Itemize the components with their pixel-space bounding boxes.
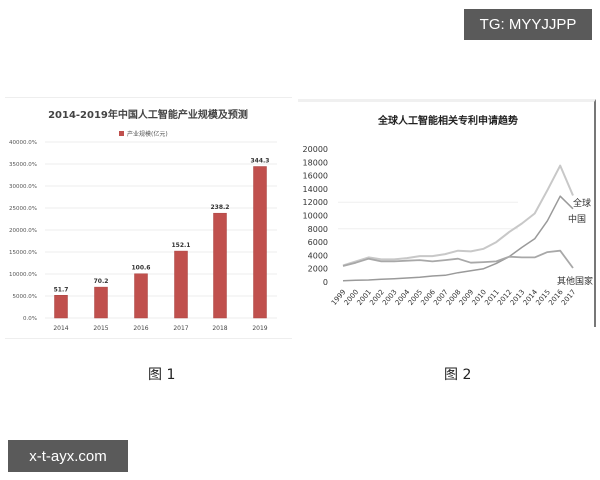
- x-tick-label: 2018: [212, 325, 227, 332]
- bar-2019: [253, 166, 267, 319]
- bar-2015: [94, 286, 108, 319]
- x-tick-label: 2016: [133, 325, 148, 332]
- y-tick-label: 20000.0%: [9, 228, 37, 234]
- y-tick-label: 8000: [308, 225, 328, 234]
- line-chart-ai-patent-trend: 全球人工智能相关专利申请趋势 0 2000 4000 6000 8000 10000 1200…: [298, 99, 596, 327]
- y-tick-label: 25000.0%: [9, 206, 37, 212]
- legend-swatch: [119, 131, 124, 136]
- x-tick-label: 2017: [173, 325, 188, 332]
- bar-2014: [54, 295, 68, 319]
- line-series-2: [342, 249, 574, 269]
- bar-value-label: 100.6: [132, 265, 151, 272]
- y-tick-label: 6000: [308, 238, 328, 247]
- y-tick-label: 18000: [303, 158, 328, 167]
- y-tick-label: 30000.0%: [9, 184, 37, 190]
- y-tick-label: 5000.0%: [13, 294, 37, 300]
- bar-value-label: 70.2: [94, 278, 109, 285]
- bar-2016: [134, 273, 148, 319]
- x-tick-label: 2014: [53, 325, 68, 332]
- x-tick-label: 2015: [93, 325, 108, 332]
- y-tick-label: 0: [323, 278, 328, 287]
- chart-legend: 产业规模(亿元): [119, 130, 168, 138]
- y-tick-label: 10000.0%: [9, 272, 37, 278]
- y-tick-label: 12000: [303, 198, 328, 207]
- y-tick-label: 10000: [303, 212, 328, 221]
- x-tick-label: 2017: [560, 288, 578, 307]
- series-label-other: 其他国家: [557, 275, 593, 287]
- y-tick-label: 4000: [308, 251, 328, 260]
- y-tick-label: 0.0%: [23, 316, 37, 322]
- bar-value-label: 344.3: [251, 158, 270, 165]
- y-tick-label: 20000: [303, 145, 328, 154]
- watermark-site-badge: x-t-ayx.com: [8, 440, 128, 472]
- y-tick-label: 14000: [303, 185, 328, 194]
- bar-value-label: 152.1: [172, 242, 191, 249]
- y-tick-label: 2000: [308, 265, 328, 274]
- line-series-1: [342, 195, 574, 282]
- bar-2018: [213, 212, 227, 319]
- watermark-telegram-badge: TG: MYYJJPP: [464, 9, 592, 40]
- y-tick-label: 35000.0%: [9, 162, 37, 168]
- bar-chart-ai-industry-scale: 2014-2019年中国人工智能产业规模及预测产业规模(亿元) 0.0% 5000.…: [5, 97, 292, 339]
- legend-label: 产业规模(亿元): [127, 130, 168, 138]
- y-tick-label: 15000.0%: [9, 250, 37, 256]
- bar-2017: [174, 250, 188, 319]
- line-series-0: [342, 164, 574, 267]
- bar-value-label: 238.2: [211, 204, 230, 211]
- series-label-global: 全球: [573, 197, 591, 209]
- x-tick-label: 2019: [252, 325, 267, 332]
- y-tick-label: 40000.0%: [9, 140, 37, 146]
- bar-value-label: 51.7: [54, 286, 69, 293]
- figure-1-caption: 图 1: [148, 367, 176, 383]
- figure-2-caption: 图 2: [444, 367, 472, 383]
- series-label-china: 中国: [568, 213, 586, 225]
- chart-title: 全球人工智能相关专利申请趋势: [377, 114, 518, 127]
- y-tick-label: 16000: [303, 172, 328, 181]
- line-chart-svg: 全球人工智能相关专利申请趋势 0 2000 4000 6000 8000 10000 1200…: [303, 114, 593, 307]
- chart-title: 2014-2019年中国人工智能产业规模及预测: [48, 108, 248, 121]
